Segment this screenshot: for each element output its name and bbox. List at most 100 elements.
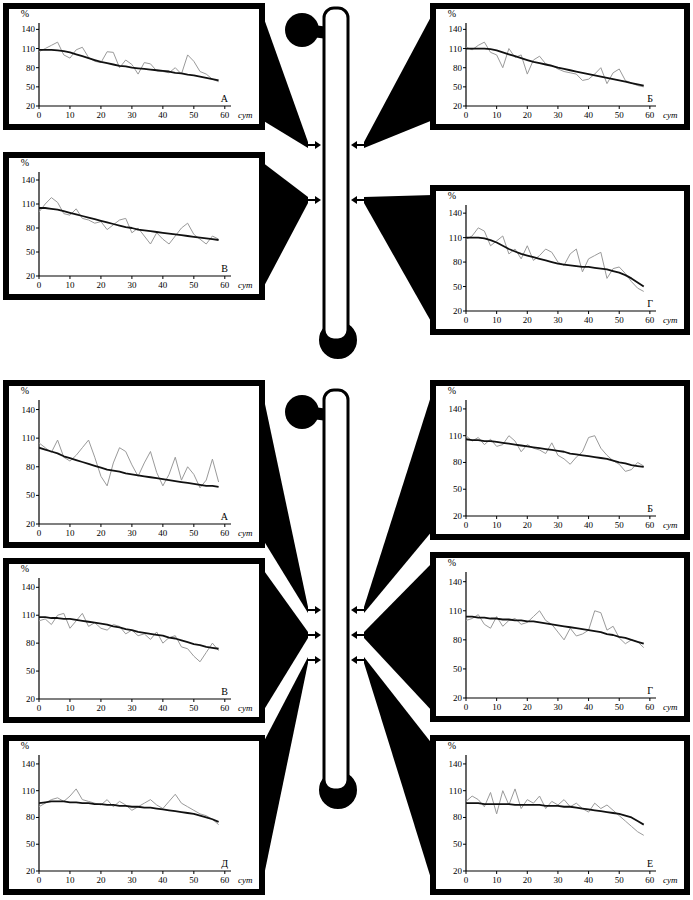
y-tick-label: 50 (26, 247, 36, 257)
panel-frame (433, 555, 687, 719)
y-tick (36, 615, 39, 616)
panel: 2050801101400102030405060%сутВ (6, 561, 262, 720)
panel: 2050801101400102030405060%сутГ (433, 555, 687, 719)
x-tick-label: 40 (584, 315, 594, 325)
x-axis (466, 105, 656, 106)
y-tick-label: 80 (453, 257, 463, 267)
x-axis-title: сут (663, 315, 678, 325)
x-tick-label: 20 (96, 703, 106, 713)
x-tick-label: 30 (553, 110, 563, 120)
label-patch (643, 92, 654, 104)
y-tick (463, 610, 466, 611)
panel: 2050801101400102030405060%сутД (6, 738, 262, 892)
y-tick-label: 80 (26, 812, 36, 822)
x-tick-label: 20 (96, 280, 106, 290)
trend-line (39, 801, 219, 822)
y-tick-label: 20 (26, 866, 36, 876)
plot-lines (466, 436, 644, 472)
y-tick-label: 110 (22, 199, 36, 209)
y-tick (463, 817, 466, 818)
arrow (307, 659, 315, 661)
y-tick-label: 140 (22, 759, 36, 769)
y-tick-label: 110 (449, 431, 463, 441)
x-tick (224, 699, 225, 702)
x-tick-label: 40 (158, 875, 168, 885)
panel-letter: В (221, 686, 228, 697)
y-tick-label: 80 (453, 63, 463, 73)
y-tick (463, 435, 466, 436)
x-tick-label: 0 (37, 110, 42, 120)
arrow-head (315, 606, 321, 614)
y-axis-title: % (448, 740, 456, 751)
y-tick (463, 29, 466, 30)
label-patch (218, 92, 229, 104)
x-tick-label: 40 (158, 110, 168, 120)
raw-line (39, 789, 219, 825)
y-tick-label: 20 (453, 866, 463, 876)
label-patch (218, 685, 229, 697)
panel-letter: Б (647, 93, 653, 104)
x-tick (557, 106, 558, 109)
y-tick (36, 643, 39, 644)
x-tick (39, 276, 40, 279)
x-tick-label: 30 (127, 875, 137, 885)
y-tick-label: 140 (22, 582, 36, 592)
y-tick-label: 110 (449, 786, 463, 796)
x-tick-label: 0 (37, 528, 42, 538)
y-axis (465, 400, 466, 516)
arrow (357, 609, 365, 611)
y-axis (38, 755, 39, 871)
x-tick (39, 106, 40, 109)
x-tick (466, 698, 467, 701)
arrow (357, 634, 365, 636)
x-tick (39, 524, 40, 527)
x-tick-label: 60 (645, 110, 655, 120)
x-tick-label: 40 (158, 528, 168, 538)
connector (364, 657, 433, 885)
label-patch (643, 857, 654, 869)
x-tick-label: 40 (584, 875, 594, 885)
y-tick (36, 671, 39, 672)
y-tick (36, 180, 39, 181)
panel: 2050801101400102030405060%сутГ (433, 188, 687, 332)
x-tick (131, 276, 132, 279)
y-tick (36, 48, 39, 49)
x-axis-title: сут (238, 703, 253, 713)
y-tick (36, 495, 39, 496)
y-tick-label: 110 (449, 606, 463, 616)
raw-line (466, 42, 644, 87)
head (285, 13, 319, 47)
x-tick-label: 30 (553, 520, 563, 530)
panel-letter: Д (221, 858, 228, 869)
raw-line (39, 613, 219, 661)
x-tick (588, 106, 589, 109)
x-tick (466, 516, 467, 519)
arrow-head (351, 631, 357, 639)
y-tick-label: 20 (453, 306, 463, 316)
x-tick (162, 106, 163, 109)
x-tick-label: 10 (492, 520, 502, 530)
x-tick-label: 60 (220, 875, 230, 885)
arrow-head (315, 656, 321, 664)
y-tick (36, 438, 39, 439)
plot-lines (466, 789, 644, 835)
x-tick (193, 699, 194, 702)
y-tick (463, 462, 466, 463)
raw-line (39, 198, 219, 244)
arrow-head (315, 141, 321, 149)
label-patch (218, 510, 229, 522)
x-tick-label: 30 (127, 528, 137, 538)
x-tick (649, 311, 650, 314)
x-tick-label: 50 (189, 280, 199, 290)
x-tick (69, 871, 70, 874)
x-tick-label: 20 (96, 110, 106, 120)
panel-letter: Б (647, 503, 653, 514)
x-tick-label: 50 (615, 520, 625, 530)
trend-line (466, 49, 644, 86)
y-axis (465, 205, 466, 311)
x-tick-label: 20 (523, 520, 533, 530)
y-tick-label: 20 (453, 693, 463, 703)
y-tick-label: 50 (26, 666, 36, 676)
y-tick-label: 110 (22, 433, 36, 443)
x-tick-label: 0 (464, 702, 469, 712)
